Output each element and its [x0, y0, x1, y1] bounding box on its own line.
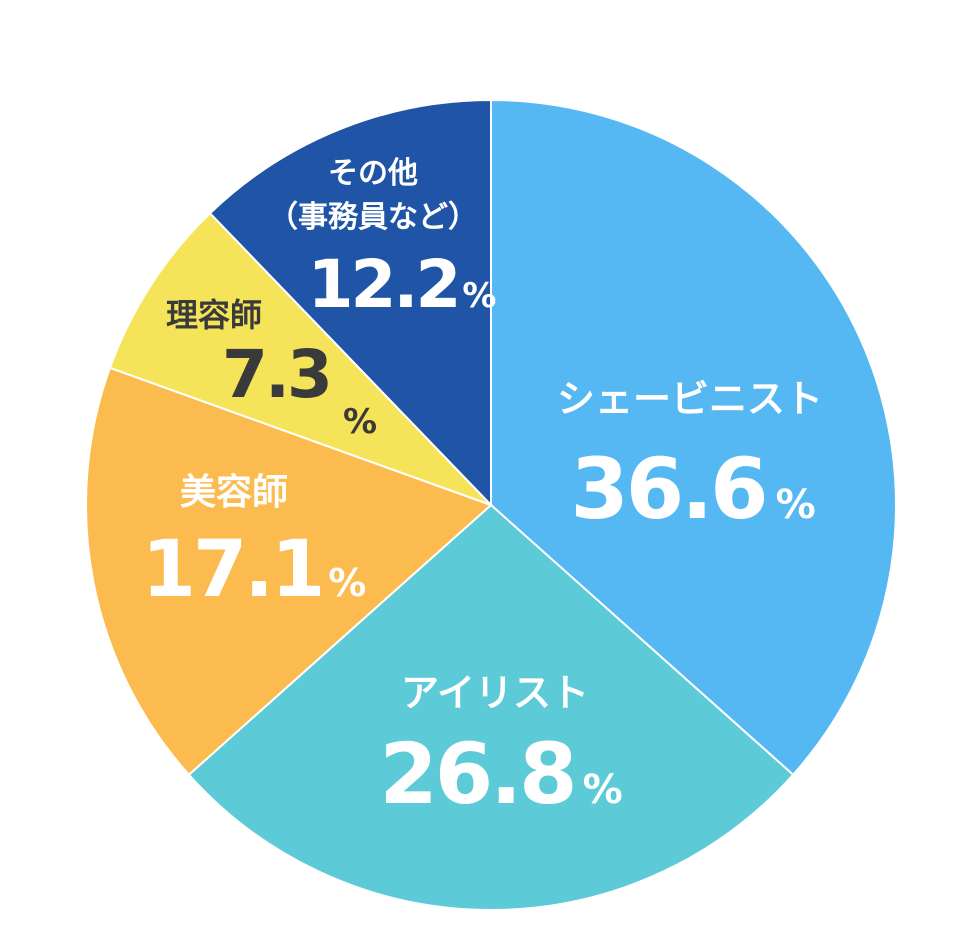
- pie-label-5: その他 （事務員など） 12.2%: [268, 156, 497, 323]
- pie-slice-5: [208, 98, 492, 508]
- slice-percent-sign: %: [583, 767, 623, 813]
- slice-name-label: 理容師: [166, 296, 262, 334]
- pie-label-1: シェービニスト 36.6%: [557, 377, 823, 538]
- pie-label-2: アイリスト 26.8%: [379, 671, 622, 823]
- pie-slice-2: [187, 503, 795, 911]
- slice-name-label: （事務員など）: [268, 200, 478, 235]
- pie-label-3: 美容師 17.1%: [142, 472, 367, 615]
- slice-value-label: 17.1: [142, 525, 322, 615]
- slice-name-label: アイリスト: [401, 671, 589, 715]
- slice-percent-sign: %: [462, 276, 496, 316]
- slice-value-label: 7.3: [222, 336, 330, 413]
- slice-name-label: 美容師: [180, 472, 288, 513]
- slice-percent-sign: %: [776, 482, 816, 528]
- pie-slice-4: [108, 211, 492, 506]
- slice-name-label: その他: [328, 156, 418, 191]
- slice-value-label: 36.6: [570, 440, 765, 538]
- slice-value-label: 12.2: [308, 246, 459, 323]
- slice-percent-sign: %: [343, 402, 377, 442]
- pie-slices: [85, 98, 897, 911]
- slice-percent-sign: %: [328, 561, 366, 605]
- slice-name-label: シェービニスト: [557, 377, 823, 421]
- pie-slice-1: [490, 98, 897, 777]
- slice-value-label: 26.8: [379, 725, 574, 823]
